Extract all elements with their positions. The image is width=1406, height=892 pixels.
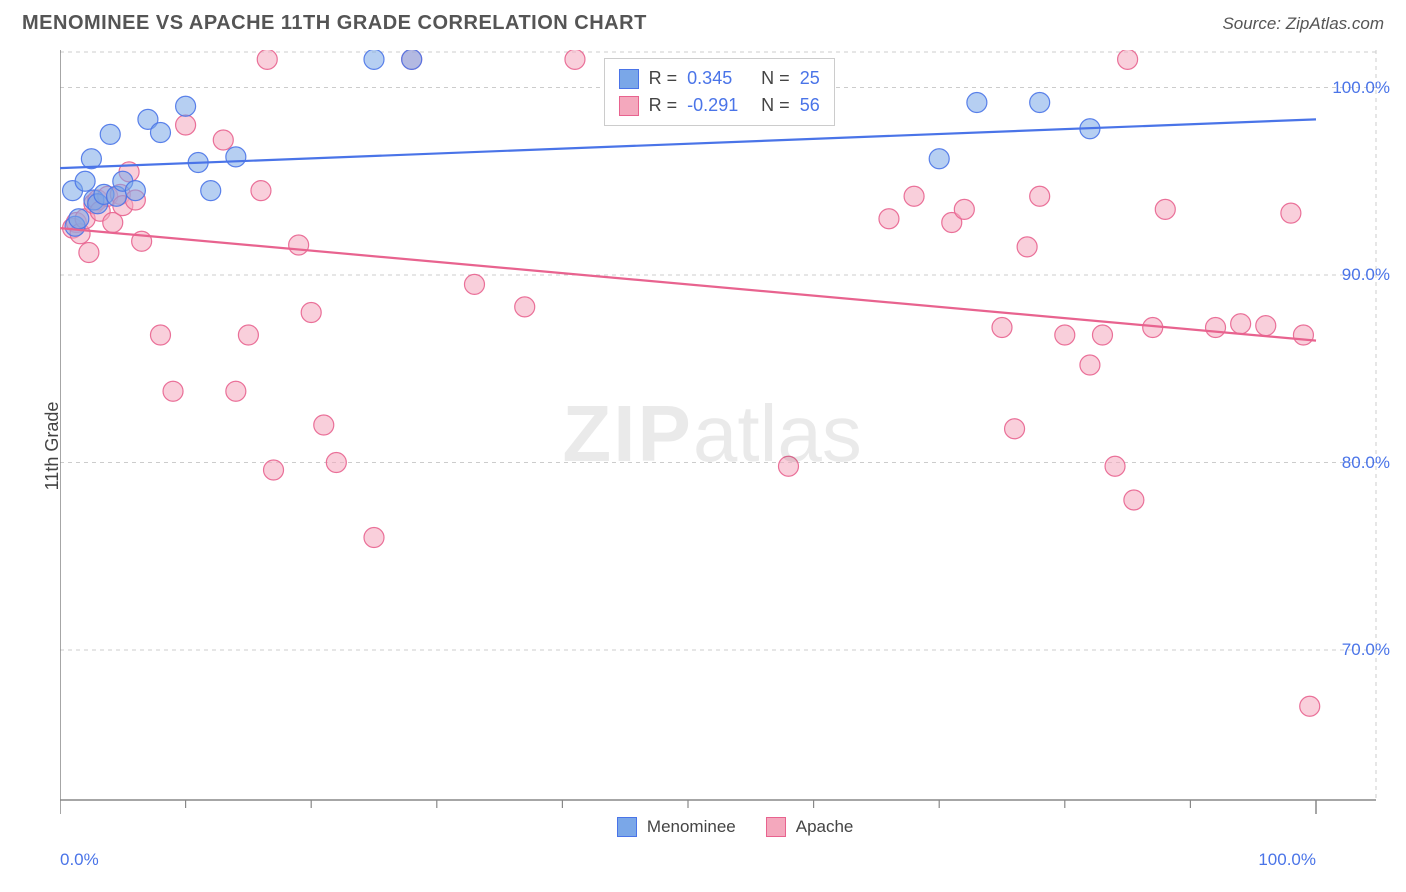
series-legend-item: Menominee xyxy=(617,814,736,840)
y-tick-label: 90.0% xyxy=(1342,265,1390,285)
chart-title: MENOMINEE VS APACHE 11TH GRADE CORRELATI… xyxy=(22,12,647,35)
x-tick-label-right: 100.0% xyxy=(1258,850,1316,870)
x-tick-label-left: 0.0% xyxy=(60,850,99,870)
r-label: R = xyxy=(649,65,678,92)
legend-swatch xyxy=(617,817,637,837)
stats-legend-row: R = -0.291 N = 56 xyxy=(619,92,820,119)
series-name: Apache xyxy=(796,814,854,840)
n-label: N = xyxy=(761,92,790,119)
stats-legend: R = 0.345 N = 25 R = -0.291 N = 56 xyxy=(604,58,835,126)
scatter-plot xyxy=(60,50,1386,840)
chart-area: 70.0%80.0%90.0%100.0% 0.0%100.0% R =0.34… xyxy=(60,50,1386,840)
r-label: R = xyxy=(649,92,678,119)
r-value: -0.291 xyxy=(687,92,751,119)
series-name: Menominee xyxy=(647,814,736,840)
y-tick-label: 70.0% xyxy=(1342,640,1390,660)
n-label: N = xyxy=(761,65,790,92)
n-value: 56 xyxy=(800,92,820,119)
series-legend-item: Apache xyxy=(766,814,854,840)
stats-legend-row: R = 0.345 N = 25 xyxy=(619,65,820,92)
legend-swatch xyxy=(619,96,639,116)
y-tick-label: 100.0% xyxy=(1332,78,1390,98)
legend-swatch xyxy=(766,817,786,837)
legend-swatch xyxy=(619,69,639,89)
y-tick-label: 80.0% xyxy=(1342,453,1390,473)
r-value: 0.345 xyxy=(687,65,751,92)
series-legend: Menominee Apache xyxy=(617,814,854,840)
source-credit: Source: ZipAtlas.com xyxy=(1222,14,1384,34)
n-value: 25 xyxy=(800,65,820,92)
